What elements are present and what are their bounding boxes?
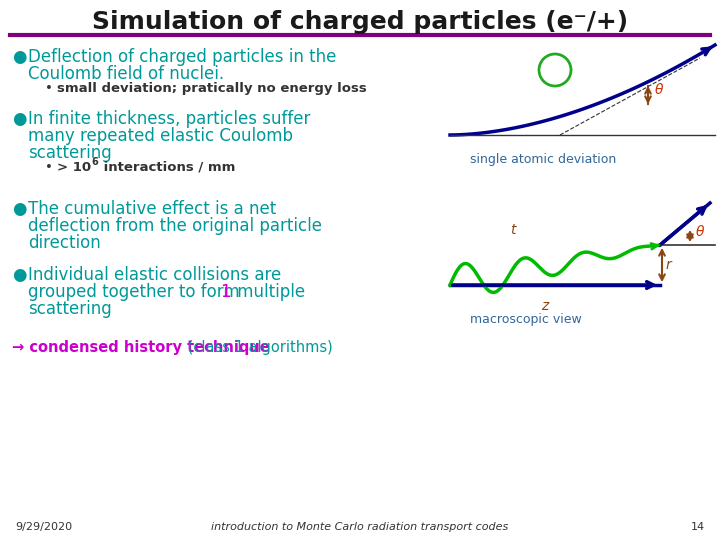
- Text: 1: 1: [220, 283, 230, 301]
- Text: single atomic deviation: single atomic deviation: [470, 153, 616, 166]
- Text: $\theta$: $\theta$: [654, 83, 665, 98]
- Text: 14: 14: [691, 522, 705, 532]
- Text: Individual elastic collisions are: Individual elastic collisions are: [28, 266, 282, 284]
- Text: scattering: scattering: [28, 144, 112, 162]
- Text: small deviation; pratically no energy loss: small deviation; pratically no energy lo…: [57, 82, 366, 95]
- Text: (class 1 algorithms): (class 1 algorithms): [183, 340, 333, 355]
- Text: many repeated elastic Coulomb: many repeated elastic Coulomb: [28, 127, 293, 145]
- Text: grouped together to form: grouped together to form: [28, 283, 245, 301]
- Text: 9/29/2020: 9/29/2020: [15, 522, 72, 532]
- Text: direction: direction: [28, 234, 101, 252]
- Text: Simulation of charged particles (e⁻/+): Simulation of charged particles (e⁻/+): [92, 10, 628, 34]
- Text: ●: ●: [12, 48, 27, 66]
- Text: 6: 6: [91, 157, 98, 167]
- Text: •: •: [45, 82, 53, 95]
- Text: z: z: [541, 299, 549, 313]
- Text: scattering: scattering: [28, 300, 112, 318]
- Text: In finite thickness, particles suffer: In finite thickness, particles suffer: [28, 110, 310, 128]
- Text: Deflection of charged particles in the: Deflection of charged particles in the: [28, 48, 336, 66]
- Text: Coulomb field of nuclei.: Coulomb field of nuclei.: [28, 65, 224, 83]
- Text: ●: ●: [12, 200, 27, 218]
- Text: The cumulative effect is a net: The cumulative effect is a net: [28, 200, 276, 218]
- Text: macroscopic view: macroscopic view: [470, 313, 582, 326]
- Text: $\theta$: $\theta$: [695, 224, 705, 239]
- Text: > 10: > 10: [57, 161, 91, 174]
- Text: → condensed history technique: → condensed history technique: [12, 340, 270, 355]
- Text: •: •: [45, 161, 53, 174]
- Text: introduction to Monte Carlo radiation transport codes: introduction to Monte Carlo radiation tr…: [212, 522, 508, 532]
- Text: ●: ●: [12, 266, 27, 284]
- Text: r: r: [666, 258, 672, 272]
- Text: ●: ●: [12, 110, 27, 128]
- Text: deflection from the original particle: deflection from the original particle: [28, 217, 322, 235]
- Text: multiple: multiple: [232, 283, 305, 301]
- Text: interactions / mm: interactions / mm: [99, 161, 235, 174]
- Text: t: t: [510, 223, 516, 237]
